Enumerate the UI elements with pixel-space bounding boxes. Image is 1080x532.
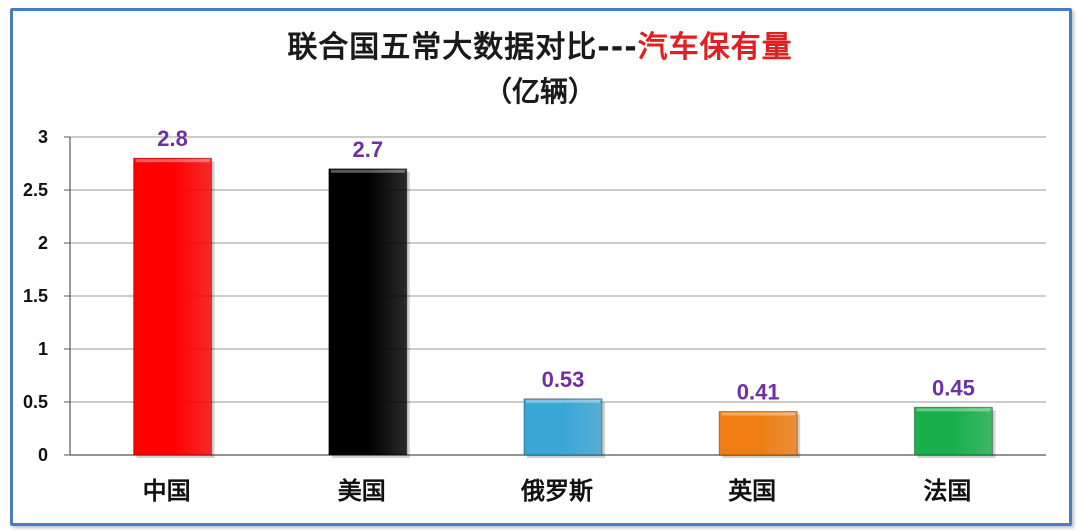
y-tick-label: 0: [38, 445, 48, 465]
bar-4: [913, 406, 993, 456]
bars: [133, 157, 996, 459]
labels: 2.8 中国 2.7 美国 0.53 俄罗斯 0.41 英国 0.45 法国: [143, 126, 975, 505]
bar-highlight: [721, 412, 796, 416]
bar-2: [523, 398, 603, 456]
bar-0: [133, 157, 213, 456]
category-label: 俄罗斯: [520, 477, 593, 505]
data-label: 2.8: [157, 126, 188, 151]
category-label: 法国: [923, 477, 971, 505]
y-tick-label: 1.5: [23, 286, 48, 306]
gridlines: [70, 136, 1046, 403]
chart-title-accent: 汽车保有量: [637, 30, 793, 65]
chart-title: 联合国五常大数据对比---汽车保有量: [0, 22, 1080, 66]
bar-1: [328, 168, 408, 456]
data-label: 0.53: [542, 367, 585, 392]
y-tick-label: 1: [38, 339, 48, 359]
axes: 0 0.5 1 1.5 2 2.5 3: [23, 127, 1046, 465]
y-tick-label: 2: [38, 233, 48, 253]
bar-3: [718, 411, 798, 456]
data-label: 0.45: [932, 375, 975, 400]
chart-subtitle: （亿辆）: [483, 75, 596, 108]
y-tick-label: 2.5: [23, 180, 48, 200]
chart-title-main: 联合国五常大数据对比---: [287, 30, 638, 65]
bar-highlight: [916, 408, 991, 412]
data-label: 0.41: [737, 380, 780, 405]
category-label: 英国: [728, 477, 776, 505]
y-tick-label: 0.5: [23, 392, 48, 412]
bar-highlight: [135, 159, 210, 163]
category-label: 美国: [338, 477, 386, 505]
y-tick-label: 3: [38, 127, 48, 147]
data-label: 2.7: [353, 137, 384, 162]
category-label: 中国: [143, 477, 191, 505]
bar-highlight: [526, 399, 600, 403]
bar-highlight: [330, 169, 405, 173]
